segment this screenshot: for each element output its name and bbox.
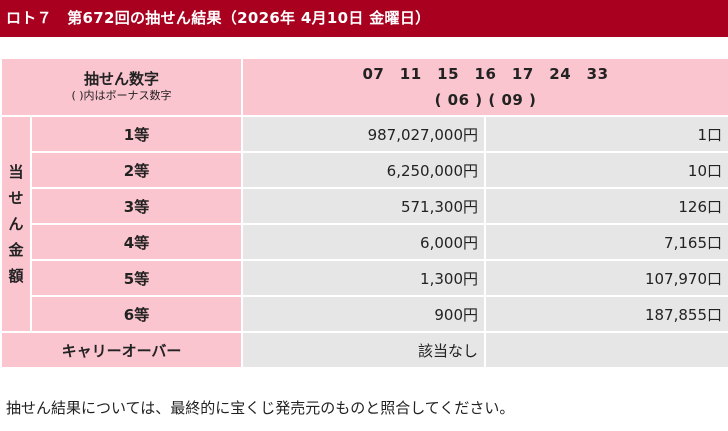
numbers-label-cell: 抽せん数字 ( )内はボーナス数字	[0, 57, 243, 117]
prize-winners: 107,970口	[484, 259, 728, 297]
table-row: 5等 1,300円 107,970口	[1, 259, 728, 297]
page-title: ロト７ 第672回の抽せん結果（2026年 4月10日 金曜日）	[0, 0, 728, 37]
prize-amount: 571,300円	[241, 187, 486, 225]
prize-rank: 3等	[30, 187, 243, 225]
carryover-label: キャリーオーバー	[0, 331, 243, 369]
table-row: 6等 900円 187,855口	[1, 295, 728, 333]
table-row: 当 せ ん 金 額 1等 987,027,000円 1口	[0, 115, 728, 333]
carryover-empty	[484, 331, 728, 369]
table-row: 4等 6,000円 7,165口	[1, 223, 728, 261]
prize-winners: 187,855口	[484, 295, 728, 333]
numbers-label: 抽せん数字	[83, 70, 159, 88]
numbers-value-cell: 07 11 15 16 17 24 33 ( 06 ) ( 09 )	[241, 57, 728, 117]
prize-rank: 6等	[30, 295, 243, 333]
prize-winners: 10口	[484, 151, 728, 189]
prize-amount: 1,300円	[241, 259, 486, 297]
main-numbers: 07 11 15 16 17 24 33	[362, 65, 609, 83]
prize-winners: 126口	[484, 187, 728, 225]
prize-amount: 6,250,000円	[241, 151, 486, 189]
table-row: 2等 6,250,000円 10口	[1, 151, 728, 189]
bonus-numbers: ( 06 ) ( 09 )	[434, 91, 537, 109]
bonus-note: ( )内はボーナス数字	[71, 89, 172, 102]
prize-rank: 4等	[30, 223, 243, 261]
results-table: 抽せん数字 ( )内はボーナス数字 07 11 15 16 17 24 33 (…	[0, 57, 728, 369]
table-row: 3等 571,300円 126口	[1, 187, 728, 225]
prize-amount: 900円	[241, 295, 486, 333]
prize-winners: 7,165口	[484, 223, 728, 261]
footnote: 抽せん結果については、最終的に宝くじ発売元のものと照合してください。	[6, 399, 515, 417]
prize-amount: 6,000円	[241, 223, 486, 261]
prize-winners: 1口	[484, 115, 728, 153]
carryover-value: 該当なし	[241, 331, 486, 369]
carryover-row: キャリーオーバー 該当なし	[0, 331, 728, 369]
prize-rank: 5等	[30, 259, 243, 297]
prize-amount: 987,027,000円	[241, 115, 486, 153]
prize-rank: 1等	[30, 115, 243, 153]
numbers-row: 抽せん数字 ( )内はボーナス数字 07 11 15 16 17 24 33 (…	[0, 57, 728, 117]
prizes-side-label: 当 せ ん 金 額	[0, 115, 32, 333]
prize-rank: 2等	[30, 151, 243, 189]
